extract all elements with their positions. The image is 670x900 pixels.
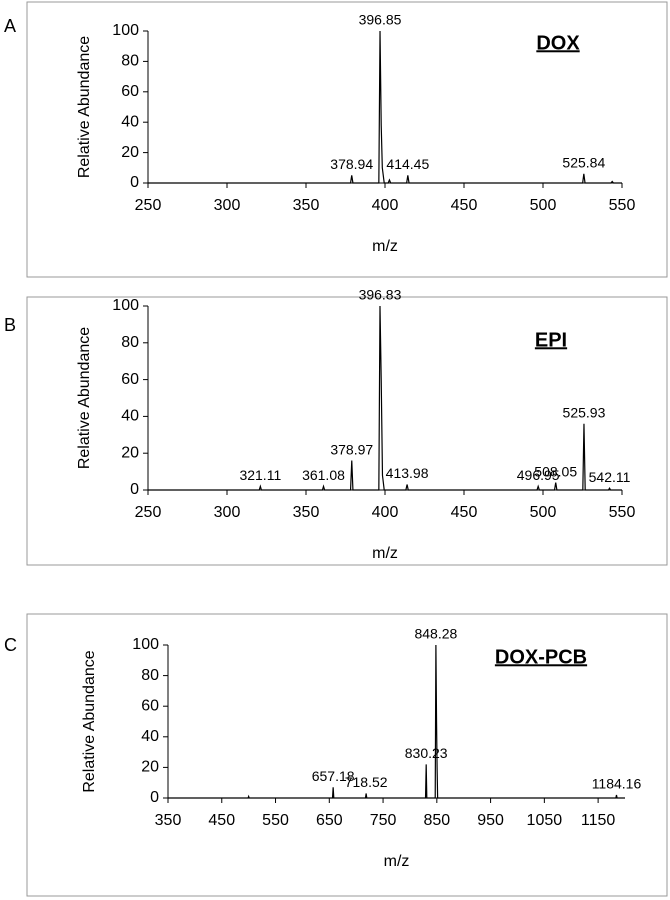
peak-label: 508.05 [534,463,577,479]
x-axis-label: m/z [372,545,398,562]
peak-label: 848.28 [414,626,457,642]
y-tick-label: 100 [132,636,159,653]
y-tick-label: 20 [121,144,139,161]
panel: B EPI 0 20 40 60 80 100 250 300 350 400 450 500 550 m/z… [4,287,668,566]
peak-label: 657.18 [312,768,355,784]
chart-title: DOX-PCB [495,646,587,668]
spectrum-line [148,305,622,491]
panel-frame [26,296,668,566]
y-tick-label: 80 [121,53,139,70]
spectrum-line [168,644,625,799]
y-axis-label: Relative Abundance [81,650,98,792]
y-tick-label: 20 [141,759,159,776]
peak-label: 542.11 [589,469,631,485]
y-tick-label: 40 [141,728,159,745]
y-tick-label: 100 [112,297,139,314]
x-tick-label: 500 [530,504,557,521]
peak-label: 378.97 [330,441,373,457]
spectrum-line [148,30,622,184]
x-tick-label: 400 [372,504,399,521]
peak-label: 525.84 [562,155,605,171]
panel: A DOX 0 20 40 60 80 100 250 300 350 400 450 500 550 m/z… [4,1,668,278]
x-axis-label: m/z [384,853,410,870]
y-tick-label: 60 [141,697,159,714]
peak-label: 321.11 [239,467,281,483]
peak-label: 378.94 [330,156,373,172]
panel-frame [26,1,668,278]
peak-label: 414.45 [386,156,429,172]
peak-label: 496.95 [517,467,560,483]
x-tick-label: 550 [609,197,636,214]
panel-letter: A [4,16,16,36]
x-tick-label: 300 [214,504,241,521]
x-tick-label: 450 [451,197,478,214]
y-tick-label: 40 [121,113,139,130]
y-axis-label: Relative Abundance [76,36,93,178]
x-axis-label: m/z [372,238,398,255]
peak-label: 361.08 [302,467,345,483]
panel-letter: B [4,315,16,335]
x-tick-label: 550 [609,504,636,521]
x-tick-label: 350 [293,197,320,214]
y-tick-label: 60 [121,83,139,100]
y-tick-label: 0 [130,481,139,498]
peak-label: 1184.16 [592,776,642,792]
y-tick-label: 0 [150,789,159,806]
peak-label: 396.85 [359,12,402,28]
x-tick-label: 850 [423,812,450,829]
chart-title: DOX [536,32,580,54]
x-tick-label: 450 [451,504,478,521]
y-tick-label: 20 [121,444,139,461]
peak-label: 413.98 [386,465,429,481]
y-tick-label: 80 [121,334,139,351]
x-tick-label: 300 [214,197,241,214]
peak-label: 830.23 [405,745,448,761]
x-tick-label: 950 [477,812,504,829]
panel-letter: C [4,635,17,655]
x-tick-label: 1050 [527,812,563,829]
chart-title: EPI [535,329,567,351]
peak-label: 718.52 [345,774,388,790]
y-tick-label: 60 [121,371,139,388]
panel: C DOX-PCB 0 20 40 60 80 100 350 450 550 650 750 850 95… [4,613,668,897]
x-tick-label: 350 [155,812,182,829]
y-tick-label: 0 [130,174,139,191]
x-tick-label: 750 [370,812,397,829]
x-tick-label: 250 [135,197,162,214]
y-axis-label: Relative Abundance [76,327,93,469]
peak-label: 525.93 [563,404,606,420]
x-tick-label: 550 [262,812,289,829]
y-tick-label: 80 [141,667,159,684]
x-tick-label: 400 [372,197,399,214]
x-tick-label: 650 [316,812,343,829]
x-tick-label: 250 [135,504,162,521]
x-tick-label: 1150 [581,812,616,829]
peak-label: 396.83 [359,287,402,303]
y-tick-label: 100 [112,22,139,39]
panel-frame [26,613,668,897]
x-tick-label: 450 [208,812,235,829]
x-tick-label: 500 [530,197,557,214]
y-tick-label: 40 [121,408,139,425]
x-tick-label: 350 [293,504,320,521]
